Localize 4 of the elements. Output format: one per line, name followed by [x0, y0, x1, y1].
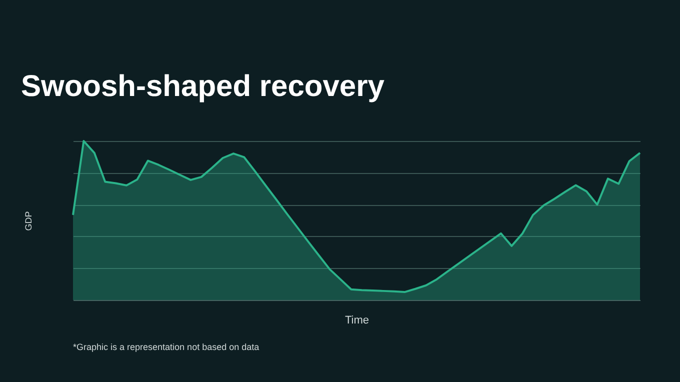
y-axis-title: GDP — [24, 211, 34, 231]
text: *Graphic is a representation not based on data — [73, 342, 260, 352]
chart-title: Swoosh-shaped recovery — [21, 70, 385, 103]
x-axis-title: Time — [344, 314, 370, 326]
